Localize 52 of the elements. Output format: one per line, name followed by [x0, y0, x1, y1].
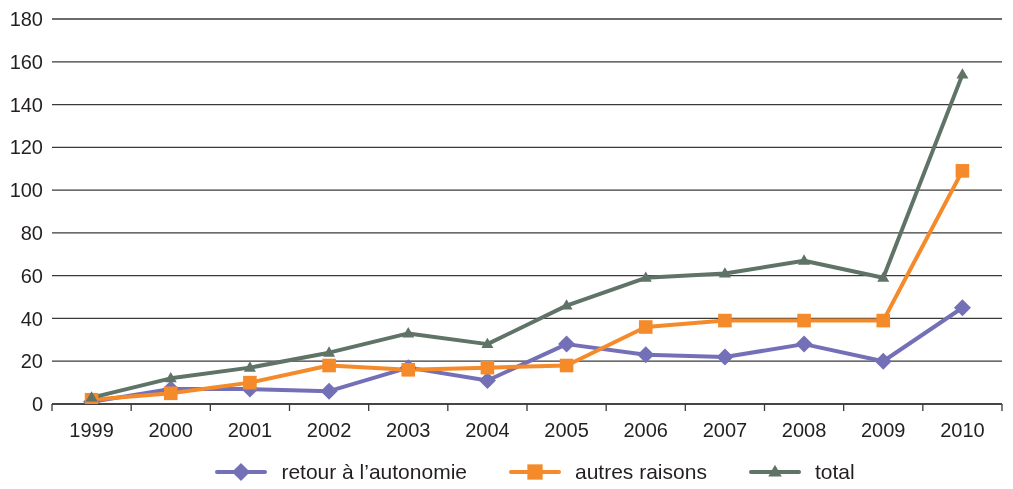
x-tick-label: 2003: [386, 419, 431, 441]
x-tick-label: 2007: [702, 419, 748, 441]
x-tick-label: 2008: [781, 419, 827, 441]
x-tick-label: 2000: [148, 419, 193, 441]
point: [638, 320, 653, 334]
point: [558, 335, 576, 353]
point: [795, 335, 813, 353]
point: [955, 164, 970, 178]
point: [243, 375, 257, 390]
x-tick-label: 2002: [306, 419, 352, 441]
legend-label: autres raisons: [575, 459, 707, 484]
y-tick-label: 0: [31, 393, 43, 416]
point: [956, 68, 969, 79]
point: [639, 271, 652, 282]
point: [164, 371, 177, 383]
point: [323, 346, 336, 357]
point: [320, 382, 338, 400]
point: [163, 386, 178, 401]
x-tick-label: 2001: [227, 419, 273, 441]
point: [797, 313, 811, 328]
point: [798, 254, 811, 265]
y-tick-label: 120: [9, 136, 43, 159]
point: [402, 327, 415, 338]
x-tick-label: 2004: [465, 419, 510, 441]
y-tick-label: 140: [9, 93, 43, 116]
y-tick-label: 40: [20, 307, 43, 330]
point: [322, 358, 336, 373]
point: [876, 313, 891, 328]
y-tick-label: 80: [20, 221, 43, 244]
point: [243, 361, 256, 372]
point: [716, 348, 734, 366]
y-tick-label: 60: [20, 264, 43, 287]
point: [877, 271, 890, 282]
legend-label: retour à l’autonomie: [281, 459, 467, 484]
point: [481, 337, 494, 349]
point: [559, 358, 574, 373]
legend-label: total: [814, 459, 855, 484]
y-tick-label: 100: [9, 179, 43, 202]
x-tick-label: 2010: [940, 419, 985, 441]
x-tick-label: 2005: [544, 419, 589, 441]
x-tick-label: 1999: [69, 419, 114, 441]
y-tick-label: 20: [20, 350, 43, 373]
point: [953, 299, 971, 317]
point: [718, 267, 731, 278]
y-tick-label: 160: [9, 50, 43, 73]
x-tick-label: 2006: [623, 419, 668, 441]
point: [637, 346, 655, 364]
y-tick-label: 180: [9, 8, 43, 31]
point: [874, 352, 892, 370]
point: [480, 360, 495, 375]
x-tick-label: 2009: [861, 419, 906, 441]
point: [718, 313, 732, 328]
